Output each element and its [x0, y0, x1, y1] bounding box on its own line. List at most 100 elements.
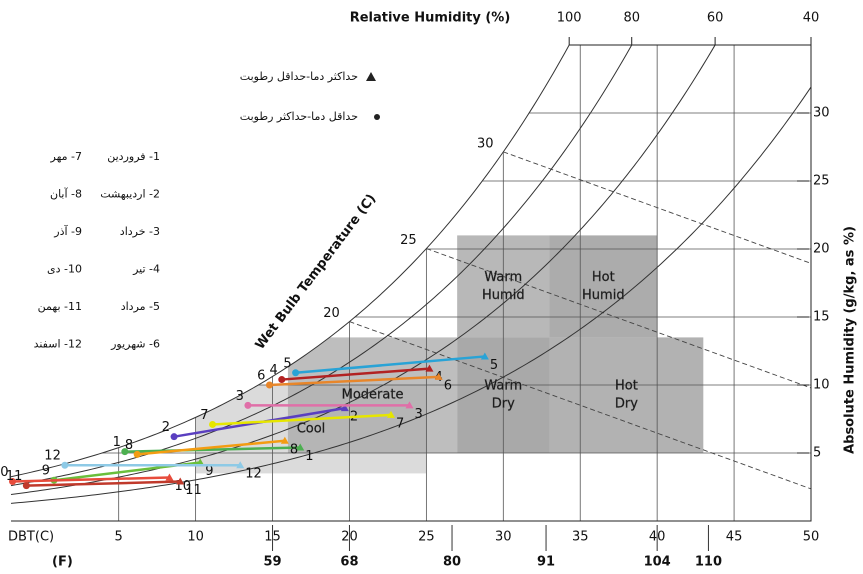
- point-label: 12: [245, 467, 262, 482]
- rh-tick-label: 60: [707, 11, 724, 26]
- wb-tick-label: 25: [400, 233, 417, 248]
- max-marker-legend: حداکثر دما-حداقل رطوبت: [240, 70, 358, 83]
- f-tick-label: 104: [644, 555, 671, 570]
- max-point: [387, 410, 395, 418]
- y-tick-label: 15: [813, 310, 830, 325]
- point-label: 5: [490, 358, 498, 373]
- x-tick-label: 50: [803, 530, 820, 545]
- point-label: 7: [200, 408, 208, 423]
- x-tick-label: 10: [187, 530, 204, 545]
- point-label: 7: [396, 416, 404, 431]
- zone-label: Dry: [615, 397, 638, 412]
- point-label: 3: [414, 407, 422, 422]
- x-tick-label: 35: [572, 530, 589, 545]
- wet-bulb-line: [349, 321, 811, 490]
- point-label: 1: [305, 449, 313, 464]
- zone-label: Warm: [484, 379, 522, 394]
- min-point: [170, 433, 178, 441]
- rh-curve: [10, 44, 633, 487]
- wet-bulb-line: [426, 248, 811, 389]
- comfort-zone: [549, 235, 658, 338]
- zone-label: Hot: [592, 270, 615, 285]
- f-tick-label: 68: [340, 555, 358, 570]
- rh-curve: [10, 44, 716, 495]
- point-label: 2: [162, 420, 170, 435]
- x-tick-label: 5: [115, 530, 123, 545]
- y-axis-title: Absolute Humidity (g/kg, as %): [843, 226, 858, 454]
- legend-entry: 1- فروردین: [107, 150, 160, 163]
- plot-area: [11, 45, 811, 521]
- zone-label: Humid: [482, 288, 525, 303]
- zone-label: Humid: [582, 288, 625, 303]
- zone-label: Cool: [297, 422, 326, 437]
- comfort-zone: [287, 337, 458, 453]
- zone-label: Warm: [484, 270, 522, 285]
- month-line: [124, 446, 301, 453]
- point-label: 8: [125, 438, 133, 453]
- rh-tick-label: 100: [557, 11, 582, 26]
- plot-border: [11, 44, 812, 522]
- max-point: [165, 473, 174, 481]
- y-tick-label: 10: [813, 378, 830, 393]
- point-label: 5: [283, 356, 291, 371]
- point-label: 12: [44, 449, 61, 464]
- wb-axis-title: Wet Bulb Temperature (C): [253, 191, 380, 352]
- max-point: [280, 436, 289, 444]
- legend-entry: 8- آبان: [50, 187, 82, 201]
- rh-axis-title: Relative Humidity (%): [350, 11, 511, 26]
- y-tick-label: 25: [813, 174, 830, 189]
- min-point: [209, 420, 217, 428]
- legend-entry: 7- مهر: [50, 150, 83, 163]
- month-line: [12, 476, 170, 483]
- y-tick-label: 5: [813, 446, 821, 461]
- x-tick-label: 30: [495, 530, 512, 545]
- wb-tick-label: 20: [323, 306, 340, 321]
- point-label: 8: [290, 442, 298, 457]
- point-label: 9: [205, 464, 213, 479]
- zone-label: Dry: [492, 397, 515, 412]
- month-line: [212, 413, 392, 426]
- zone-label: Hot: [615, 379, 638, 394]
- point-label: 11: [6, 469, 23, 484]
- legend-entry: 3- خرداد: [120, 225, 160, 238]
- f-tick-label: 59: [263, 555, 281, 570]
- f-axis-title: (F): [52, 555, 73, 570]
- month-line: [137, 439, 285, 456]
- x-axis-title: DBT(C): [8, 530, 54, 545]
- min-marker-symbol: [374, 114, 380, 120]
- max-point: [176, 477, 185, 485]
- f-tick-label: 110: [695, 555, 722, 570]
- zone-label: Moderate: [342, 388, 404, 403]
- wet-bulb-line: [503, 151, 811, 264]
- min-point: [61, 461, 69, 469]
- min-point: [121, 448, 129, 456]
- min-point: [22, 482, 30, 490]
- legend-entry: 5- مرداد: [121, 300, 160, 313]
- min-point: [292, 369, 300, 377]
- min-point: [244, 401, 252, 409]
- comfort-zone: [549, 337, 704, 453]
- legend-entry: 2- اردیبهشت: [100, 188, 160, 201]
- wb-tick-label: 30: [477, 136, 494, 151]
- x-tick-label: 45: [726, 530, 743, 545]
- point-label: 11: [185, 483, 202, 498]
- min-point: [278, 376, 286, 384]
- max-point: [480, 352, 489, 360]
- legend-entry: 11- بهمن: [38, 300, 82, 313]
- max-point: [236, 461, 245, 469]
- legend-entry: 12- اسفند: [34, 338, 82, 351]
- point-label: 6: [257, 369, 265, 384]
- max-point: [434, 372, 443, 380]
- min-point: [9, 478, 17, 486]
- y-tick-label: 30: [813, 106, 830, 121]
- point-label: 4: [269, 363, 277, 378]
- max-point: [296, 443, 305, 451]
- rh-curve: [10, 44, 570, 478]
- max-point: [196, 458, 205, 466]
- min-point: [265, 381, 273, 389]
- rh-tick-label: 80: [623, 11, 640, 26]
- rh-tick-label: 40: [803, 11, 820, 26]
- legend-entry: 6- شهریور: [110, 338, 160, 351]
- min-point: [133, 450, 141, 458]
